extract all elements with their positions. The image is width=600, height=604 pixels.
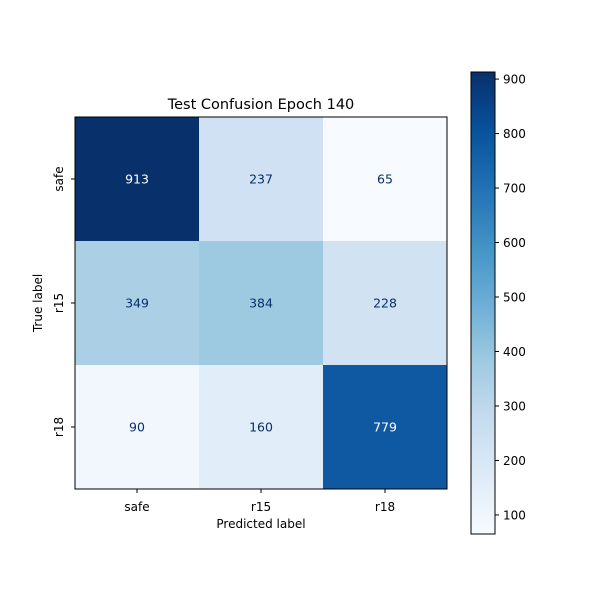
heatmap-cells: [75, 117, 448, 490]
y-axis-label: True label: [31, 274, 45, 333]
colorbar-tick-label: 200: [503, 454, 526, 468]
cell-value-label: 779: [373, 420, 397, 435]
colorbar-tick-label: 500: [503, 291, 526, 305]
heatmap-cell-safe-r18: [323, 117, 448, 242]
colorbar-tick-label: 300: [503, 399, 526, 413]
x-axis-ticks: safe r15 r18: [124, 489, 395, 514]
colorbar-tick-label: 700: [503, 182, 526, 196]
y-tick-label: r15: [52, 293, 66, 313]
colorbar-tick-label: 900: [503, 73, 526, 87]
heatmap-cell-r15-r18: [323, 241, 448, 366]
colorbar-tick-label: 100: [503, 508, 526, 522]
heatmap-cell-safe-r15: [199, 117, 324, 242]
x-axis-label: Predicted label: [216, 517, 305, 531]
x-tick-label: safe: [124, 500, 149, 514]
cell-value-label: 384: [249, 296, 273, 311]
heatmap-cell-safe-safe: [75, 117, 200, 242]
heatmap-cell-r18-safe: [75, 365, 200, 490]
cell-value-label: 349: [125, 296, 149, 311]
cell-value-label: 90: [129, 420, 145, 435]
cell-value-label: 913: [125, 172, 149, 187]
colorbar-tick-label: 800: [503, 127, 526, 141]
colorbar-tick-label: 400: [503, 345, 526, 359]
chart-title: Test Confusion Epoch 140: [167, 97, 355, 113]
cell-value-label: 228: [373, 296, 397, 311]
cell-value-label: 237: [249, 172, 273, 187]
x-tick-label: r18: [375, 500, 395, 514]
heatmap-cell-r15-safe: [75, 241, 200, 366]
cell-value-label: 65: [377, 172, 393, 187]
x-tick-label: r15: [251, 500, 271, 514]
colorbar: [470, 71, 496, 535]
heatmap-cell-labels: 913 237 65 349 384 228 90 160 779: [125, 172, 397, 435]
colorbar-ticks: 100 200 300 400 500 600 700 800 900: [495, 73, 526, 522]
colorbar-tick-label: 600: [503, 236, 526, 250]
heatmap-cell-r18-r18: [323, 365, 448, 490]
heatmap-cell-r15-r15: [199, 241, 324, 366]
cell-value-label: 160: [249, 420, 273, 435]
y-tick-label: safe: [52, 166, 66, 191]
y-axis-ticks: safe r15 r18: [52, 166, 75, 437]
heatmap-cell-r18-r15: [199, 365, 324, 490]
y-tick-label: r18: [52, 417, 66, 437]
